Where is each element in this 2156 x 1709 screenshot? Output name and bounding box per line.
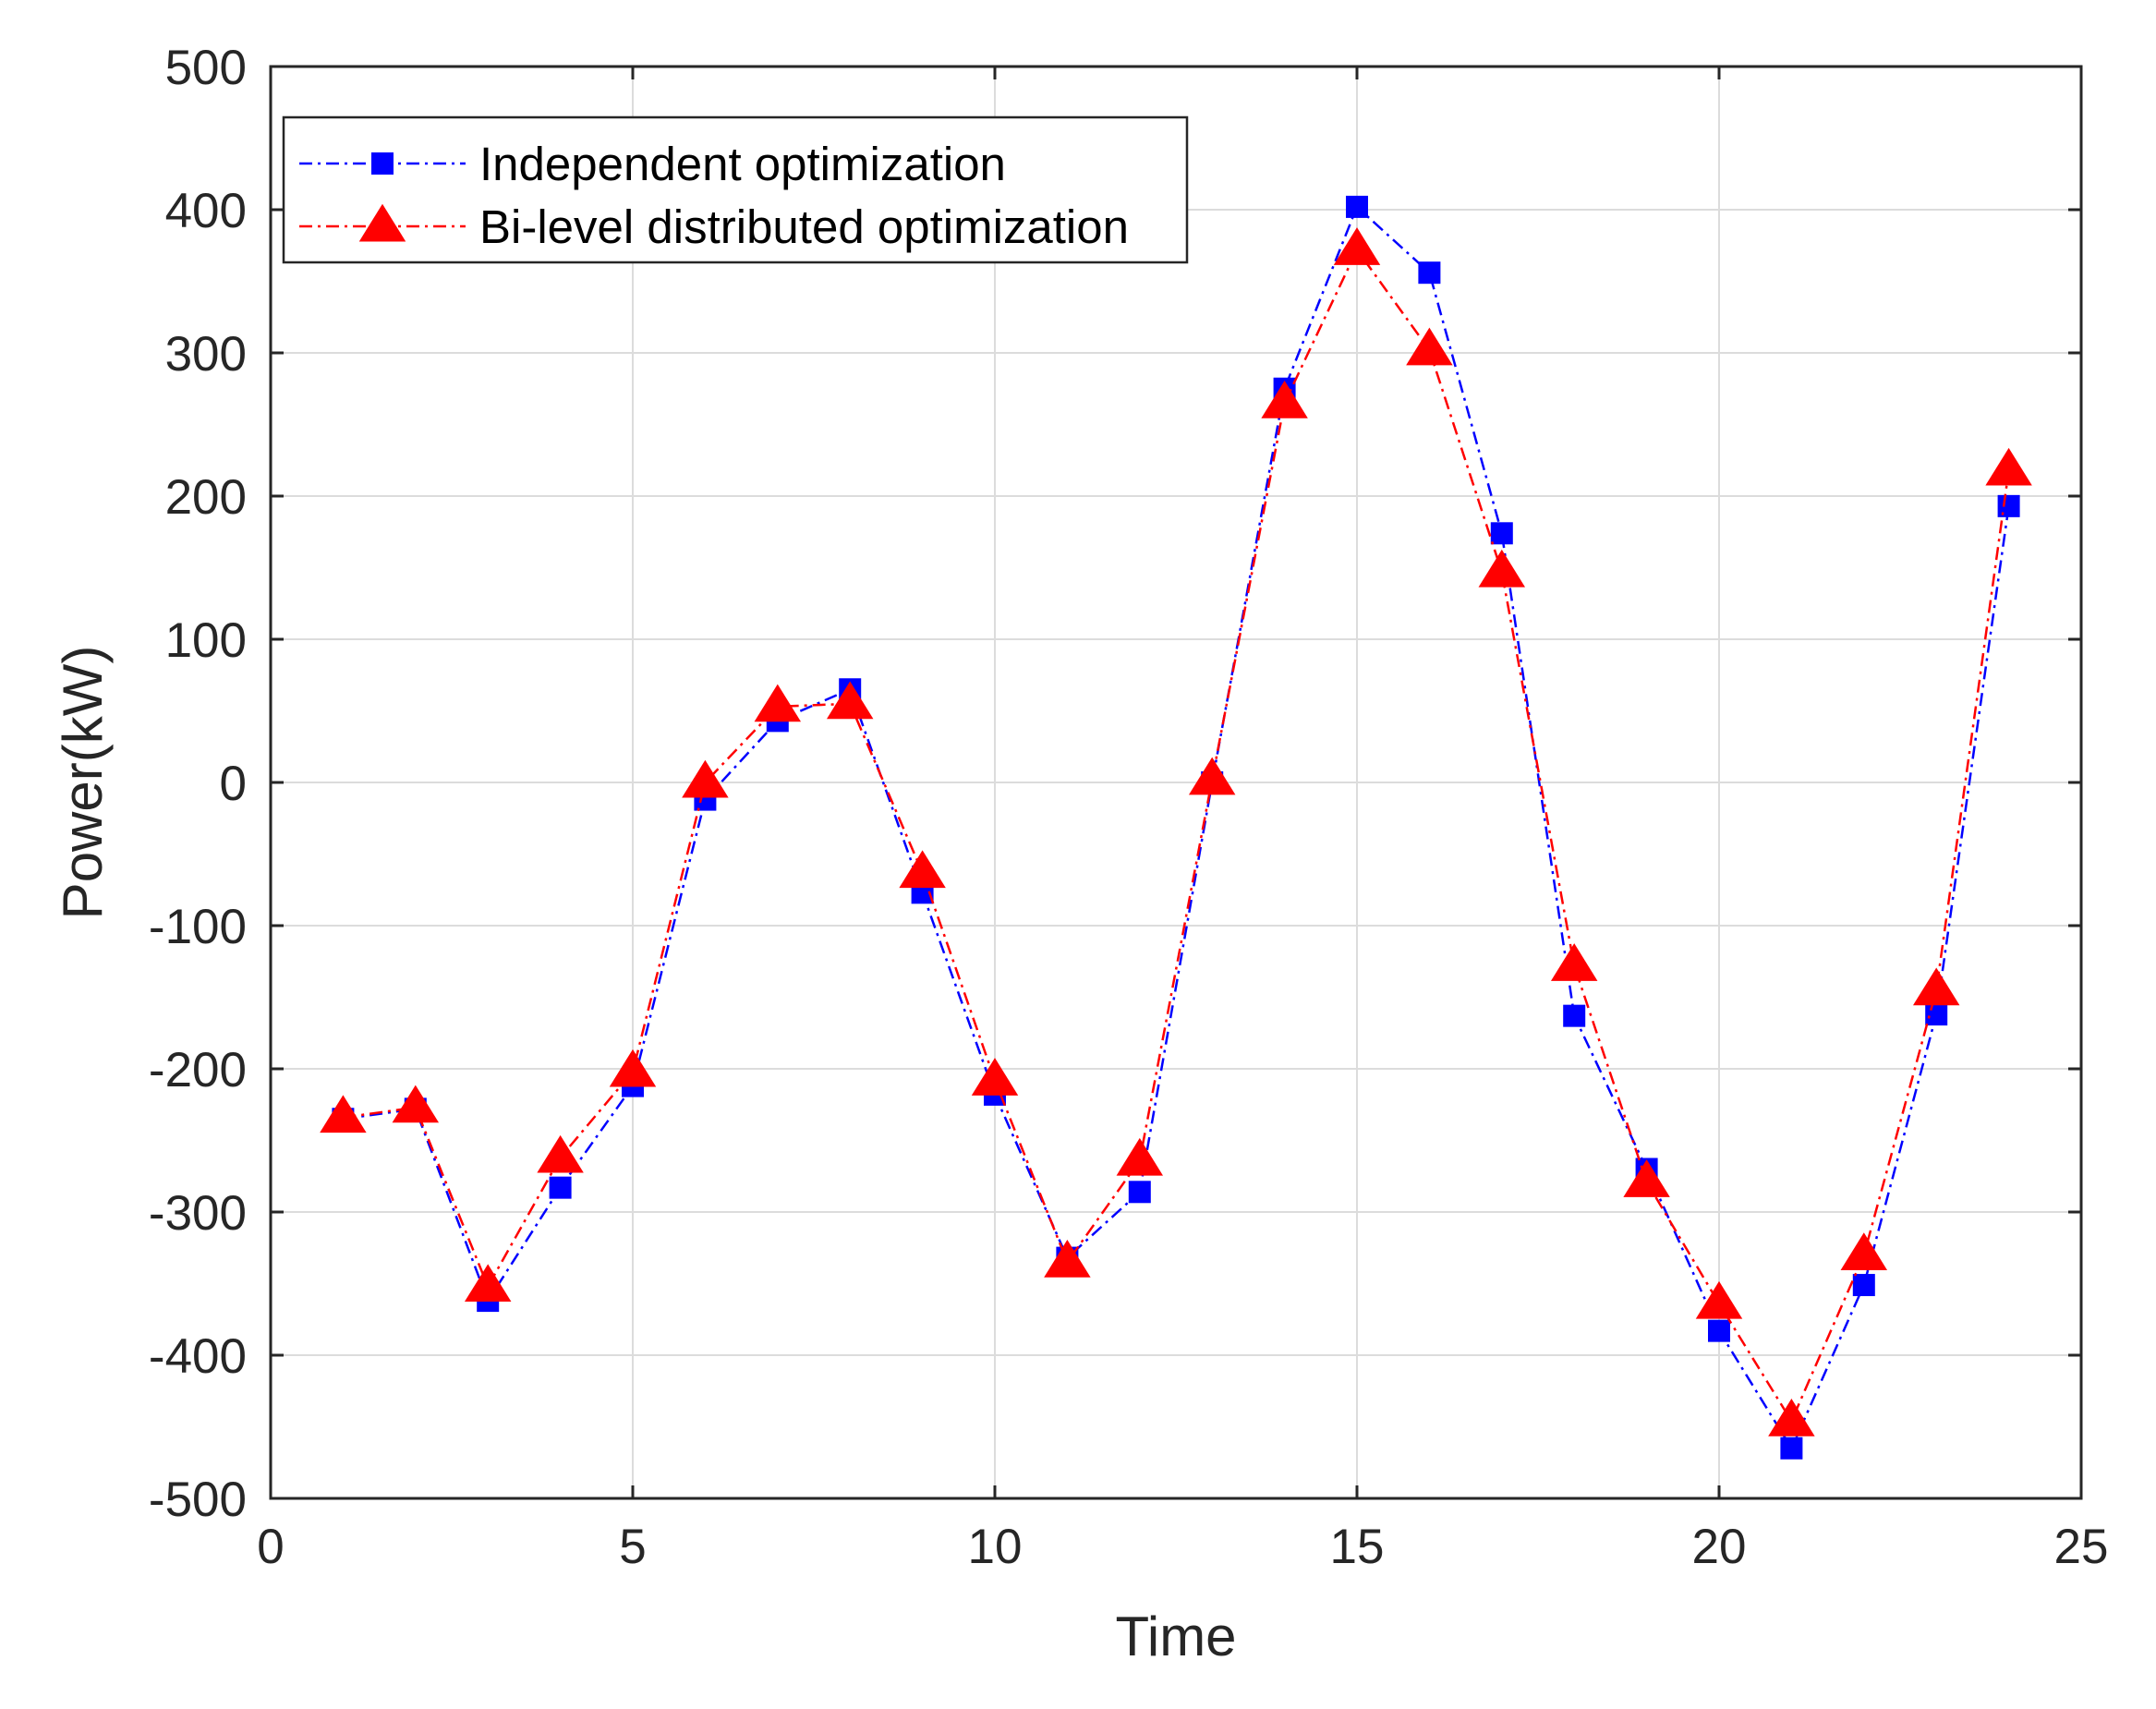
- point-independent-20: [1708, 1319, 1730, 1342]
- point-bilevel-20: [1695, 1280, 1743, 1319]
- point-bilevel-17: [1478, 549, 1526, 588]
- y-tick-label--500: -500: [149, 1473, 247, 1527]
- point-bilevel-12: [1116, 1137, 1164, 1176]
- point-bilevel-14: [1261, 380, 1308, 418]
- point-bilevel-11: [1044, 1239, 1091, 1278]
- x-axis-label: Time: [1115, 1606, 1236, 1667]
- point-bilevel-5: [609, 1048, 657, 1087]
- legend: Independent optimization Bi-level distri…: [282, 115, 1189, 264]
- point-bilevel-6: [682, 759, 729, 798]
- legend-label-bilevel: Bi-level distributed optimization: [479, 200, 1129, 253]
- x-tick-label-0: 0: [257, 1520, 284, 1574]
- series-bilevel: [320, 227, 2032, 1436]
- point-independent-23: [1925, 1003, 1948, 1026]
- point-independent-24: [1997, 494, 2020, 517]
- grid-layer: [270, 66, 2082, 1499]
- series-line-independent: [343, 204, 2010, 1451]
- point-bilevel-9: [899, 850, 946, 889]
- point-independent-18: [1563, 1004, 1586, 1027]
- point-bilevel-19: [1623, 1159, 1670, 1197]
- x-tick-label-10: 10: [968, 1520, 1023, 1574]
- y-tick-label-400: 400: [165, 184, 247, 238]
- legend-box: [282, 115, 1189, 264]
- point-bilevel-4: [537, 1134, 584, 1173]
- y-tick-label--100: -100: [149, 900, 247, 954]
- point-bilevel-8: [826, 681, 874, 720]
- x-tick-label-5: 5: [619, 1520, 646, 1574]
- point-independent-22: [1852, 1274, 1875, 1297]
- point-bilevel-15: [1333, 227, 1381, 265]
- tick-layer: 0 5 10 15 20 25 -500 -400 -300 -200 -100 0 100 200 300…: [149, 41, 2109, 1574]
- point-bilevel-22: [1840, 1232, 1888, 1270]
- legend-marker-independent-square: [371, 152, 394, 175]
- y-tick-label-0: 0: [220, 757, 247, 811]
- y-axis-label: Power(kW): [52, 646, 114, 920]
- point-bilevel-7: [754, 684, 802, 722]
- point-independent-15: [1346, 195, 1368, 218]
- y-tick-label--400: -400: [149, 1329, 247, 1384]
- x-tick-label-25: 25: [2054, 1520, 2109, 1574]
- y-tick-label-300: 300: [165, 327, 247, 382]
- legend-label-independent: Independent optimization: [479, 138, 1006, 190]
- point-independent-12: [1128, 1181, 1151, 1204]
- point-bilevel-2: [392, 1085, 440, 1123]
- point-bilevel-1: [320, 1095, 367, 1133]
- point-independent-21: [1780, 1436, 1803, 1460]
- y-tick-label--300: -300: [149, 1186, 247, 1241]
- point-bilevel-23: [1912, 967, 1960, 1006]
- x-tick-label-20: 20: [1692, 1520, 1747, 1574]
- point-bilevel-24: [1985, 447, 2032, 486]
- y-tick-label-500: 500: [165, 41, 247, 95]
- series-layer: [320, 195, 2032, 1460]
- y-tick-label-100: 100: [165, 613, 247, 668]
- y-tick-label-200: 200: [165, 470, 247, 525]
- point-bilevel-18: [1550, 943, 1598, 981]
- point-bilevel-21: [1768, 1399, 1815, 1436]
- point-bilevel-16: [1406, 327, 1453, 366]
- point-bilevel-10: [971, 1058, 1019, 1096]
- point-bilevel-13: [1188, 757, 1236, 795]
- series-line-bilevel: [343, 247, 2010, 1424]
- y-tick-label--200: -200: [149, 1043, 247, 1097]
- point-independent-17: [1490, 522, 1513, 545]
- x-tick-label-15: 15: [1330, 1520, 1385, 1574]
- point-independent-4: [549, 1176, 572, 1199]
- legend-marker-bilevel-triangle: [358, 203, 406, 242]
- point-bilevel-3: [464, 1264, 512, 1303]
- point-independent-16: [1418, 261, 1441, 285]
